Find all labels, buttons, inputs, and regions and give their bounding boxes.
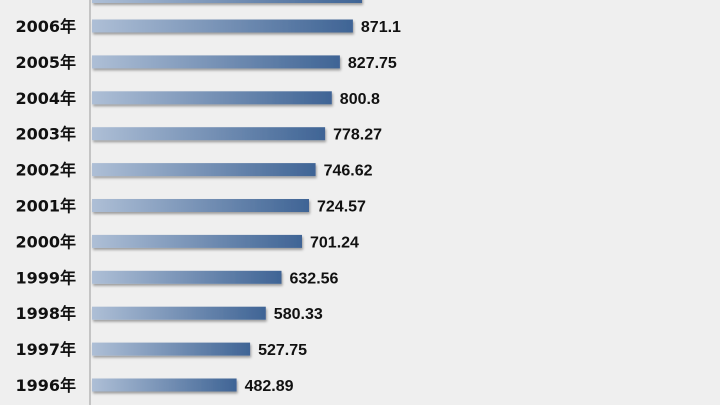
bar [92, 270, 282, 284]
category-label: 2003年 [15, 125, 76, 144]
value-label: 746.62 [324, 163, 373, 180]
category-label: 2004年 [15, 89, 76, 108]
bar [92, 127, 326, 141]
value-label: 580.33 [274, 306, 323, 323]
category-label: 1998年 [15, 304, 76, 323]
bar [92, 91, 332, 105]
category-label: 2006年 [15, 17, 76, 36]
value-label: 701.24 [310, 234, 359, 251]
bar [92, 199, 309, 212]
bar [92, 306, 266, 320]
bars-layer [92, 0, 362, 392]
bar [92, 55, 340, 69]
category-label: 2005年 [15, 53, 76, 72]
value-label: 871.1 [361, 19, 401, 36]
category-label: 2002年 [15, 161, 76, 180]
category-label: 2001年 [15, 197, 76, 216]
labels-layer: 2006年 871.1 2005年 827.75 2004年 800.8 2003年 778.… [15, 17, 401, 395]
category-label: 1997年 [15, 340, 76, 359]
category-label: 1999年 [15, 268, 76, 287]
value-label: 778.27 [333, 127, 382, 144]
bar [92, 163, 316, 177]
value-label: 482.89 [245, 378, 294, 395]
value-label: 800.8 [340, 91, 380, 108]
category-label: 1996年 [15, 376, 76, 395]
category-label: 2000年 [15, 232, 76, 251]
bar [92, 342, 251, 356]
bar-partial-top [92, 0, 362, 3]
bar [92, 378, 237, 392]
value-label: 724.57 [317, 199, 366, 216]
bar [92, 234, 302, 248]
value-label: 827.75 [348, 55, 397, 72]
value-label: 527.75 [258, 342, 307, 359]
value-label: 632.56 [290, 270, 339, 287]
bar [92, 19, 353, 33]
